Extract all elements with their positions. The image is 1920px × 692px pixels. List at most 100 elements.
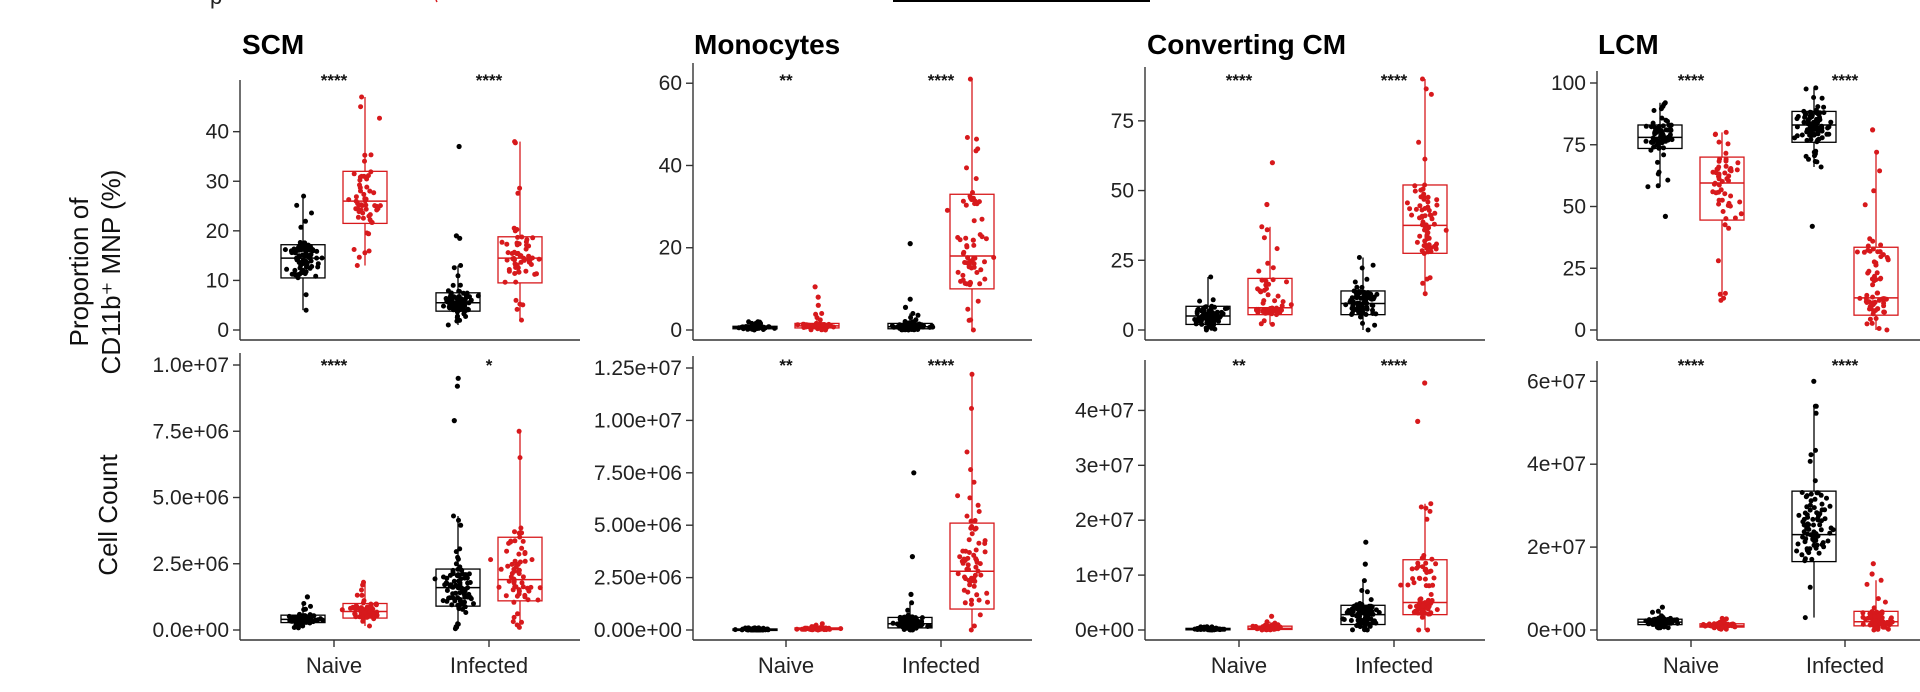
data-point	[295, 616, 301, 622]
data-point	[982, 541, 988, 546]
data-point	[1655, 183, 1661, 189]
data-point	[1423, 583, 1429, 589]
outlier-point	[1422, 380, 1428, 386]
data-point	[522, 551, 528, 557]
data-point	[1409, 566, 1415, 572]
data-point	[1663, 127, 1669, 133]
data-point	[502, 279, 508, 285]
data-point	[362, 152, 368, 158]
data-point	[1719, 625, 1725, 631]
outlier-point	[812, 284, 818, 290]
data-point	[1655, 625, 1661, 631]
data-point	[1221, 626, 1227, 632]
data-point	[976, 540, 982, 546]
data-point	[289, 618, 295, 624]
data-point	[974, 559, 980, 565]
data-point	[968, 627, 974, 633]
data-point	[965, 562, 971, 568]
data-point	[456, 288, 462, 294]
significance-label: ****	[321, 71, 348, 90]
outlier-point	[1811, 378, 1817, 384]
data-point	[1857, 295, 1863, 301]
outlier-point	[1269, 160, 1275, 166]
data-point	[1878, 242, 1884, 248]
data-point	[975, 298, 981, 304]
series-naive-black	[1637, 604, 1683, 631]
series-infected-red	[1853, 561, 1899, 633]
data-point	[1801, 119, 1807, 125]
data-point	[1348, 618, 1354, 623]
y-tick-label: 4e+07	[1527, 453, 1586, 476]
data-point	[1369, 296, 1375, 302]
data-point	[1197, 298, 1203, 304]
data-point	[1885, 626, 1891, 632]
significance-label: ****	[928, 71, 955, 90]
data-point	[1799, 552, 1805, 558]
data-point	[971, 264, 977, 270]
data-point	[1428, 213, 1434, 218]
data-point	[1876, 297, 1882, 303]
data-point	[1808, 491, 1814, 497]
y-tick-label: 7.5e+06	[153, 420, 230, 443]
data-point	[458, 263, 464, 268]
data-point	[1738, 211, 1744, 217]
data-point	[450, 591, 456, 597]
outlier-point	[909, 554, 916, 560]
data-point	[1822, 507, 1828, 513]
data-point	[1717, 291, 1723, 297]
data-point	[1811, 522, 1816, 528]
data-point	[1878, 577, 1884, 583]
data-point	[1702, 623, 1708, 629]
data-point	[1652, 130, 1658, 136]
data-point	[1370, 262, 1376, 268]
data-point	[1716, 201, 1722, 207]
data-point	[1860, 621, 1866, 627]
data-point	[1877, 276, 1883, 282]
data-point	[464, 575, 470, 581]
data-point	[455, 602, 461, 608]
series-infected-red	[944, 76, 997, 333]
data-point	[1811, 538, 1817, 544]
data-point	[1818, 164, 1824, 170]
data-point	[1869, 320, 1875, 326]
data-point	[910, 627, 916, 633]
series-infected-black	[887, 470, 933, 633]
data-point	[1650, 120, 1656, 126]
data-point	[1888, 615, 1894, 621]
data-point	[292, 267, 298, 273]
series-naive-black	[1637, 100, 1683, 219]
data-point	[1819, 542, 1825, 548]
data-point	[1422, 213, 1428, 219]
data-point	[1288, 302, 1294, 308]
data-point	[522, 558, 528, 564]
data-point	[1655, 159, 1660, 165]
data-point	[1668, 136, 1674, 142]
data-point	[354, 592, 360, 598]
xcat-scm-infected: Infected	[450, 653, 528, 678]
data-point	[1362, 621, 1368, 627]
data-point	[908, 315, 914, 320]
data-point	[445, 288, 451, 294]
data-point	[1728, 168, 1734, 174]
data-point	[1811, 95, 1817, 100]
data-point	[511, 614, 517, 620]
data-point	[1364, 627, 1370, 633]
data-point	[520, 574, 526, 580]
data-point	[514, 251, 520, 257]
data-point	[1818, 527, 1824, 533]
data-point	[982, 259, 987, 265]
data-point	[1432, 210, 1438, 216]
data-point	[906, 320, 912, 326]
data-point	[499, 239, 505, 245]
data-point	[1882, 599, 1888, 605]
data-point	[1799, 132, 1805, 138]
data-point	[972, 526, 978, 532]
data-point	[443, 580, 449, 586]
panel-title: LCM	[1598, 29, 1659, 60]
data-point	[1655, 171, 1661, 177]
data-point	[522, 592, 528, 598]
panel-title: Converting CM	[1147, 29, 1346, 60]
data-point	[1257, 288, 1263, 294]
row-label-top-line1: Proportion of	[64, 197, 94, 347]
box	[1791, 490, 1837, 563]
